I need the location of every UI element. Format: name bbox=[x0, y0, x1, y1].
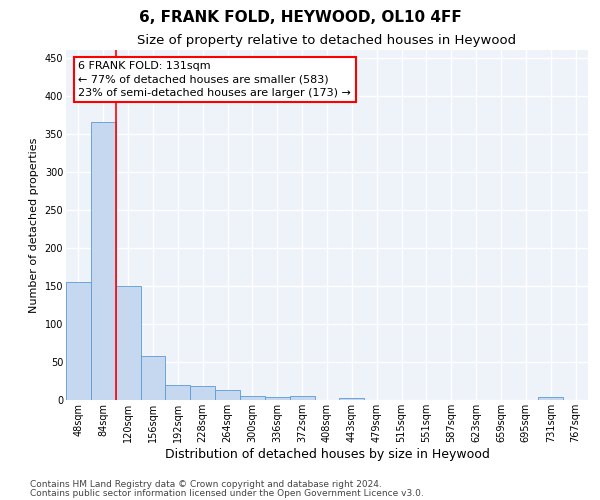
Bar bbox=[116, 286, 140, 400]
Title: Size of property relative to detached houses in Heywood: Size of property relative to detached ho… bbox=[137, 34, 517, 48]
Text: 6, FRANK FOLD, HEYWOOD, OL10 4FF: 6, FRANK FOLD, HEYWOOD, OL10 4FF bbox=[139, 10, 461, 25]
Bar bbox=[140, 356, 166, 400]
Text: 6 FRANK FOLD: 131sqm
← 77% of detached houses are smaller (583)
23% of semi-deta: 6 FRANK FOLD: 131sqm ← 77% of detached h… bbox=[79, 62, 352, 98]
Bar bbox=[340, 398, 364, 400]
Bar bbox=[91, 122, 116, 400]
Bar bbox=[290, 396, 314, 400]
Bar bbox=[166, 385, 190, 400]
Bar bbox=[66, 282, 91, 400]
Y-axis label: Number of detached properties: Number of detached properties bbox=[29, 138, 39, 312]
Bar bbox=[190, 386, 215, 400]
Bar bbox=[538, 397, 563, 400]
Text: Contains public sector information licensed under the Open Government Licence v3: Contains public sector information licen… bbox=[30, 488, 424, 498]
Bar bbox=[215, 390, 240, 400]
Bar bbox=[240, 396, 265, 400]
X-axis label: Distribution of detached houses by size in Heywood: Distribution of detached houses by size … bbox=[164, 448, 490, 460]
Text: Contains HM Land Registry data © Crown copyright and database right 2024.: Contains HM Land Registry data © Crown c… bbox=[30, 480, 382, 489]
Bar bbox=[265, 397, 290, 400]
